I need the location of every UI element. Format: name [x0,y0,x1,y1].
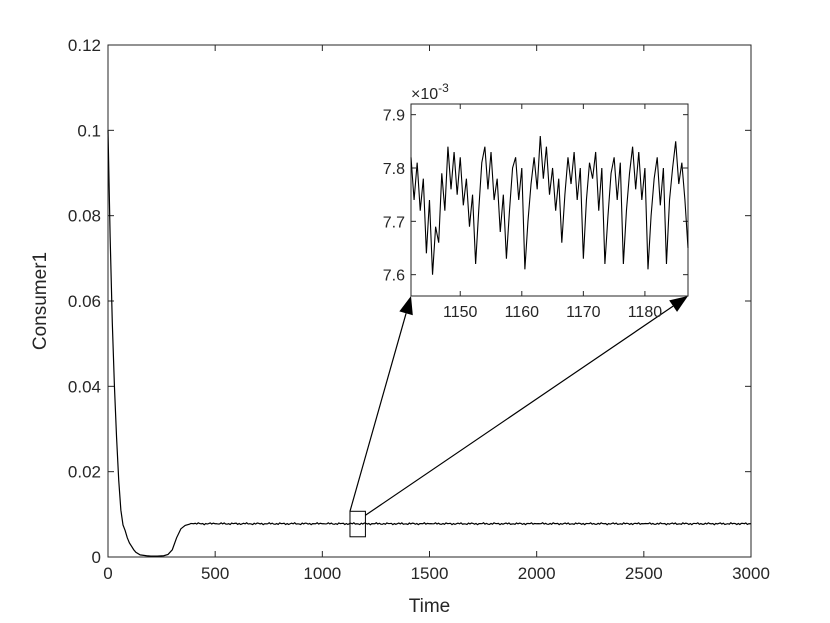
main-y-ticks: 0 0.02 0.04 0.06 0.08 0.1 0.12 [68,36,751,567]
main-x-tick-label: 2000 [518,564,556,583]
main-x-ticks: 0 500 1000 1500 2000 2500 3000 [103,45,770,583]
inset-y-tick-label: 7.8 [383,161,405,178]
inset-x-tick-label: 1160 [505,304,540,321]
zoom-connector-arrow-right [365,305,674,516]
inset-y-exponent-base: ×10 [411,86,438,103]
main-x-tick-label: 0 [103,564,112,583]
main-series-line [107,130,752,557]
main-x-tick-label: 1000 [303,564,341,583]
main-y-tick-label: 0.12 [68,36,101,55]
main-x-tick-label: 1500 [411,564,449,583]
inset-y-exponent-power: -3 [438,81,449,95]
main-x-tick-label: 500 [201,564,229,583]
zoom-connector-arrow-left [349,313,407,512]
inset-x-tick-label: 1180 [628,304,663,321]
main-y-tick-label: 0.08 [68,207,101,226]
main-x-axis-label: Time [409,596,451,617]
inset-axes: 1150 1160 1170 1180 7.6 7.7 7.8 7.9 ×10-3 [383,81,689,321]
main-y-tick-label: 0.04 [68,377,101,396]
inset-x-tick-label: 1150 [443,304,478,321]
inset-y-tick-label: 7.7 [383,214,405,231]
main-y-tick-label: 0.06 [68,292,101,311]
zoom-region-box [349,510,366,538]
inset-y-tick-label: 7.6 [383,268,405,285]
inset-plot-box [410,103,689,297]
main-y-tick-label: 0.02 [68,463,101,482]
arrowhead-left [399,296,413,316]
main-axes: 0 500 1000 1500 2000 2500 3000 0 0.02 0.04 0.06 0.… [30,36,770,617]
inset-series-line [410,135,689,275]
main-x-tick-label: 2500 [625,564,663,583]
inset-x-ticks: 1150 1160 1170 1180 [443,104,662,321]
inset-x-tick-label: 1170 [566,304,601,321]
arrowhead-right [669,296,688,312]
main-y-tick-label: 0.1 [77,121,101,140]
inset-y-exponent-label: ×10-3 [411,81,449,103]
inset-y-ticks: 7.6 7.7 7.8 7.9 [383,108,688,285]
inset-y-tick-label: 7.9 [383,108,405,125]
main-x-tick-label: 3000 [732,564,770,583]
main-y-axis-label: Consumer1 [30,252,51,350]
main-y-tick-label: 0 [92,548,101,567]
